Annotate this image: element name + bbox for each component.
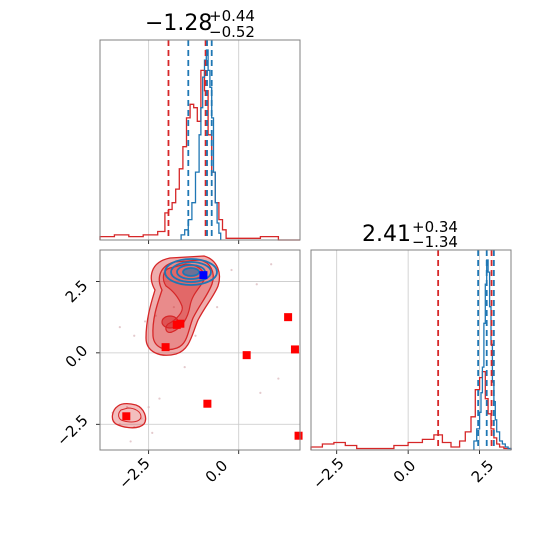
param1-title-plus: +0.44 bbox=[209, 7, 255, 25]
joint-contour-panel bbox=[96, 249, 303, 454]
joint-sample-dot bbox=[143, 320, 147, 323]
hist2-hist-blue bbox=[473, 259, 512, 450]
y-tick-label-neg2.5: −2.5 bbox=[53, 411, 91, 449]
x-tick-label-p2-neg2.5: −2.5 bbox=[309, 454, 347, 492]
joint-sample-dot bbox=[172, 306, 175, 309]
param2-title: 2.41 bbox=[362, 222, 411, 247]
param1-title: −1.28 bbox=[145, 11, 212, 36]
scatter-marker bbox=[176, 319, 185, 328]
joint-sample-dot bbox=[259, 391, 262, 394]
param2-title-minus: −1.34 bbox=[412, 233, 458, 251]
joint-sample-dot bbox=[255, 283, 258, 286]
joint-sample-dot bbox=[194, 334, 197, 337]
param2-title-value: 2.41 bbox=[362, 222, 411, 247]
y-tick-label-0.0: 0.0 bbox=[62, 342, 92, 372]
joint-sample-dot bbox=[133, 334, 136, 337]
contour-blue-level-2 bbox=[170, 261, 212, 283]
hist1-frame bbox=[99, 39, 301, 241]
x-tick-label-p1-0.0: 0.0 bbox=[202, 457, 232, 487]
hist2-frame bbox=[310, 249, 512, 451]
joint-sample-dot bbox=[277, 377, 280, 380]
joint-sample-dot bbox=[158, 397, 161, 400]
joint-sample-dot bbox=[216, 306, 219, 309]
param1-title-minus: −0.52 bbox=[209, 23, 255, 41]
param2-title-plus: +0.34 bbox=[412, 218, 458, 236]
hist1-hist-red bbox=[99, 69, 300, 241]
joint-sample-dot bbox=[270, 263, 273, 266]
scatter-marker bbox=[122, 412, 131, 421]
scatter-marker bbox=[294, 431, 303, 440]
contour-red-island-inner bbox=[118, 407, 142, 423]
x-tick-label-p2-2.5: 2.5 bbox=[468, 457, 498, 487]
joint-sample-dot bbox=[118, 326, 121, 329]
joint-sample-dot bbox=[147, 406, 150, 409]
x-tick-label-p1-neg2.5: −2.5 bbox=[115, 454, 153, 492]
truth-marker bbox=[199, 271, 208, 280]
hist2-hist-red bbox=[310, 370, 512, 450]
joint-sample-dot bbox=[230, 268, 233, 272]
contour-blue-level-1 bbox=[164, 258, 218, 286]
param1-title-value: −1.28 bbox=[145, 11, 212, 36]
scatter-marker bbox=[284, 313, 293, 322]
joint-frame bbox=[99, 249, 301, 451]
x-tick-label-p2-0.0: 0.0 bbox=[390, 457, 420, 487]
contour-blue-level-4 bbox=[182, 267, 200, 277]
joint-sample-dot bbox=[129, 440, 132, 443]
histogram-param1-panel bbox=[99, 39, 301, 244]
scatter-marker bbox=[242, 351, 251, 360]
histogram-param2-panel bbox=[310, 249, 512, 454]
joint-sample-dot bbox=[151, 431, 154, 434]
scatter-marker bbox=[290, 345, 299, 354]
scatter-marker bbox=[203, 399, 212, 408]
hist1-background bbox=[100, 40, 300, 240]
scatter-marker bbox=[161, 343, 170, 352]
y-tick-label-2.5: 2.5 bbox=[62, 277, 92, 307]
hist2-background bbox=[311, 250, 511, 450]
joint-sample-dot bbox=[183, 366, 186, 369]
